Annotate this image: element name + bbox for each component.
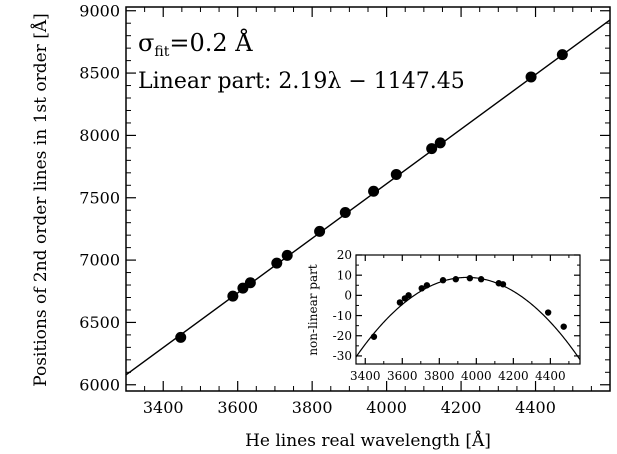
x-tick-label: 4200 [441, 398, 482, 417]
inset-data-point [439, 277, 447, 284]
main-data-point [175, 331, 187, 343]
y-tick-label: 9000 [79, 1, 120, 20]
inset-data-point [405, 292, 412, 299]
main-data-point [281, 249, 293, 261]
inset-data-point [544, 309, 552, 316]
inset-data-point [370, 333, 378, 340]
y-tick-label: 7000 [79, 251, 120, 270]
y-tick-label: 6500 [79, 313, 120, 332]
y-tick-label: -30 [333, 349, 352, 363]
x-tick-label: 4000 [366, 398, 407, 417]
inset-data-point [452, 276, 459, 283]
x-tick-label: 4000 [461, 369, 492, 383]
main-data-point [314, 225, 326, 237]
main-data-point [271, 257, 283, 269]
main-ticks: 3400 3600 3800 4000 4200 4400 6000 6500 7000 7500… [79, 1, 611, 417]
main-data-point [368, 185, 380, 197]
main-data-point [339, 206, 351, 218]
x-tick-label: 3800 [292, 398, 333, 417]
y-tick-label: -20 [333, 329, 352, 343]
linear-part-annotation: Linear part: 2.19λ − 1147.45 [138, 69, 465, 94]
main-data-point [556, 49, 568, 61]
x-tick-label: 4200 [498, 369, 529, 383]
x-tick-label: 4400 [515, 398, 556, 417]
y-tick-label: 8000 [79, 126, 120, 145]
y-tick-label: 8500 [79, 64, 120, 83]
x-tick-label: 4400 [535, 369, 566, 383]
x-tick-label: 3800 [424, 369, 455, 383]
x-tick-label: 3400 [143, 398, 184, 417]
x-tick-label: 3600 [387, 369, 418, 383]
y-tick-label: 0 [344, 289, 352, 303]
inset-data-point [499, 281, 507, 288]
inset-y-axis-label: non-linear part [306, 264, 320, 356]
y-tick-label: 20 [337, 248, 352, 262]
main-data-point [244, 277, 256, 289]
main-data-point [390, 168, 402, 180]
y-tick-label: 10 [337, 268, 352, 282]
y-tick-label: -10 [333, 309, 352, 323]
main-data-point [434, 137, 446, 149]
y-tick-label: 6000 [79, 375, 120, 394]
sigma-annotation: σfit=0.2 Å [138, 28, 253, 60]
inset-data-point [423, 282, 431, 289]
inset-data-point [418, 285, 425, 292]
x-tick-label: 3400 [350, 369, 381, 383]
inset-data-point [477, 276, 485, 283]
inset-data-point [396, 299, 404, 306]
inset-data-point [560, 323, 567, 330]
main-x-axis-label: He lines real wavelength [Å] [245, 430, 491, 451]
main-y-axis-label: Positions of 2nd order lines in 1st orde… [30, 13, 51, 387]
main-data-point [426, 143, 438, 155]
y-tick-label: 7500 [79, 188, 120, 207]
main-data-point [227, 290, 239, 302]
main-points [175, 49, 568, 343]
inset-points [370, 275, 567, 340]
inset-plot-frame [355, 254, 581, 365]
inset-data-point [466, 275, 474, 282]
x-tick-label: 3600 [217, 398, 258, 417]
main-data-point [525, 71, 537, 83]
